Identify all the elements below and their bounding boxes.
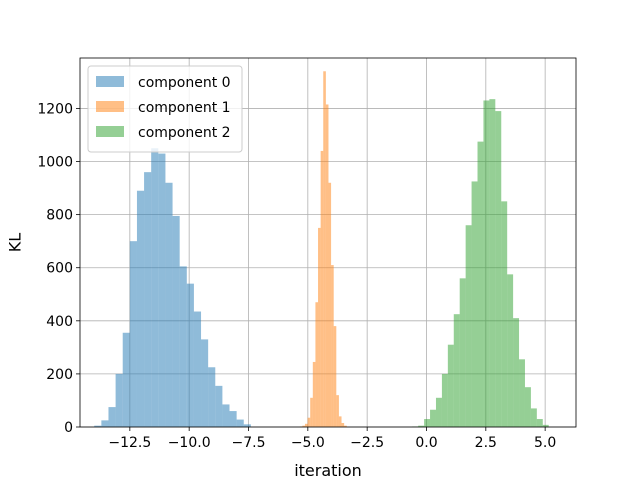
histogram-bar <box>441 373 448 427</box>
x-tick-label: 2.5 <box>475 435 497 451</box>
series-2-bars <box>412 99 549 427</box>
histogram-bar <box>172 215 180 427</box>
histogram-bar <box>151 148 159 428</box>
histogram-bar <box>312 361 316 427</box>
y-tick-label: 0 <box>64 420 73 436</box>
x-axis-ticks: −12.5 −10.0 −7.5 −5.0 −2.5 0.0 2.5 5.0 <box>108 427 556 451</box>
histogram-bar <box>307 417 311 427</box>
histogram-bar <box>453 314 460 427</box>
series-0-bars <box>94 148 251 428</box>
histogram-bar <box>320 150 324 427</box>
histogram-bar <box>344 425 347 427</box>
histogram-bar <box>542 424 549 427</box>
histogram-bar <box>193 311 202 427</box>
histogram-bar <box>536 419 543 427</box>
legend: component 0 component 1 component 2 <box>87 65 243 153</box>
histogram-bar <box>331 265 334 427</box>
histogram-bar <box>158 153 166 427</box>
histogram-bar <box>328 182 332 427</box>
histogram-bar <box>115 373 123 427</box>
histogram-bar <box>243 424 251 427</box>
histogram-bar <box>94 425 102 427</box>
histogram-bar <box>222 404 230 427</box>
histogram-bar <box>489 99 496 427</box>
histogram-bar <box>165 182 173 427</box>
histogram-bar <box>179 266 187 427</box>
histogram-bar <box>186 283 194 427</box>
histogram-bar <box>459 278 466 427</box>
histogram-bar <box>495 111 502 427</box>
x-tick-label: −7.5 <box>231 435 265 451</box>
histogram-bar <box>430 409 436 427</box>
x-axis-label: iteration <box>294 461 362 480</box>
legend-entry-label: component 2 <box>138 125 231 141</box>
histogram-bar <box>519 359 525 427</box>
histogram-bar <box>333 326 337 427</box>
histogram-bar <box>530 408 537 427</box>
histogram-bar <box>507 274 514 427</box>
histogram-bar <box>435 397 442 427</box>
x-tick-label: −12.5 <box>108 435 151 451</box>
histogram-bar <box>418 425 425 427</box>
histogram-bar <box>341 423 345 427</box>
histogram-bar <box>424 419 431 427</box>
y-tick-label: 400 <box>46 314 73 330</box>
y-tick-label: 800 <box>46 208 73 224</box>
histogram-bar <box>108 407 116 427</box>
plot-frame <box>79 57 577 428</box>
y-tick-label: 1200 <box>37 101 73 117</box>
histogram-bar <box>208 367 216 427</box>
histogram-bar <box>136 190 145 427</box>
histogram-bar <box>524 387 531 427</box>
histogram-bar <box>465 225 472 427</box>
histogram-bar <box>215 385 223 427</box>
x-tick-label: −5.0 <box>291 435 325 451</box>
legend-entry-label: component 1 <box>138 100 231 116</box>
histogram-bar <box>323 71 326 428</box>
histogram-bar <box>310 397 313 427</box>
histogram-bar <box>236 419 244 427</box>
legend-swatch <box>96 101 124 112</box>
histogram-bar <box>122 332 130 427</box>
legend-swatch <box>96 126 124 137</box>
y-axis-ticks: 0 200 400 600 800 1000 1200 <box>37 101 80 436</box>
x-tick-label: −2.5 <box>350 435 384 451</box>
legend-entry-label: component 0 <box>138 75 231 91</box>
y-axis-label: KL <box>6 233 25 252</box>
histogram-bar <box>302 425 305 427</box>
x-tick-label: −10.0 <box>168 435 211 451</box>
x-tick-label: 5.0 <box>534 435 556 451</box>
histogram-bar <box>229 411 237 427</box>
legend-swatch <box>96 76 124 87</box>
y-tick-label: 600 <box>46 261 73 277</box>
histogram-bar <box>477 141 484 427</box>
histogram-bar <box>201 339 209 427</box>
histogram-bar <box>471 181 478 427</box>
histogram-bar <box>483 100 490 427</box>
histogram-bar <box>129 241 137 427</box>
histogram-bar <box>144 172 152 427</box>
histogram-bar <box>318 227 321 427</box>
series-1-bars <box>299 71 347 428</box>
histogram-bar <box>101 420 109 427</box>
legend-box <box>87 65 243 153</box>
histogram-bar <box>336 395 339 427</box>
histogram-bar <box>338 416 342 427</box>
histogram-bar <box>447 344 454 427</box>
y-tick-label: 200 <box>46 367 73 383</box>
histogram-bar <box>513 318 520 427</box>
histogram-bar <box>325 104 329 427</box>
y-tick-label: 1000 <box>37 155 73 171</box>
histogram-bars <box>94 71 549 428</box>
histogram-bar <box>304 423 308 427</box>
x-tick-label: 0.0 <box>415 435 437 451</box>
histogram-bar <box>315 302 319 427</box>
histogram-bar <box>501 201 508 427</box>
